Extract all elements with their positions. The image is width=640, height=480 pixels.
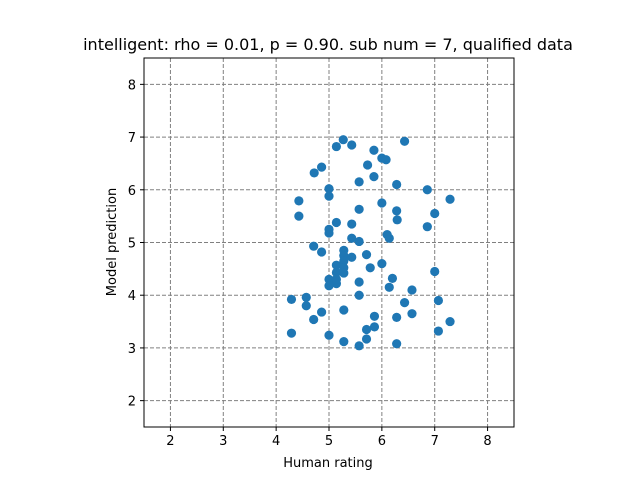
data-point xyxy=(347,233,357,243)
data-point xyxy=(433,326,444,336)
y-tick-label: 7 xyxy=(128,131,136,146)
data-point xyxy=(309,168,319,178)
x-axis-label: Human rating xyxy=(283,456,373,471)
data-point xyxy=(362,160,373,170)
data-point xyxy=(339,256,349,266)
chart-title: intelligent: rho = 0.01, p = 0.90. sub n… xyxy=(83,35,573,54)
x-tick-label: 8 xyxy=(483,434,491,449)
data-point xyxy=(324,228,334,238)
data-point xyxy=(317,307,327,317)
y-tick-label: 8 xyxy=(128,78,136,93)
data-point xyxy=(445,194,455,204)
data-point xyxy=(445,316,455,327)
y-tick-label: 5 xyxy=(128,237,136,252)
data-point xyxy=(354,277,364,287)
x-tick-label: 7 xyxy=(431,434,439,449)
data-point xyxy=(286,294,297,305)
x-tick-label: 2 xyxy=(166,434,174,449)
data-point xyxy=(339,305,349,315)
x-tick-label: 4 xyxy=(272,434,280,449)
data-point xyxy=(301,301,311,311)
x-tick-label: 6 xyxy=(378,434,386,449)
y-axis-label: Model prediction xyxy=(105,188,120,296)
data-points xyxy=(286,135,455,351)
x-axis-ticks: 2 3 4 5 6 7 8 xyxy=(166,427,492,449)
data-point xyxy=(354,341,364,351)
y-axis-ticks: 2 3 4 5 6 7 8 xyxy=(128,78,144,410)
data-point xyxy=(354,290,364,300)
data-point xyxy=(392,339,402,349)
data-point xyxy=(392,215,402,225)
data-point xyxy=(369,322,380,332)
data-point xyxy=(369,145,379,155)
data-point xyxy=(309,241,319,251)
data-point xyxy=(433,295,444,306)
data-point xyxy=(422,222,432,232)
y-tick-label: 6 xyxy=(128,184,136,199)
data-point xyxy=(392,179,402,190)
data-point xyxy=(387,273,398,283)
data-point xyxy=(430,266,440,277)
data-point xyxy=(399,297,410,308)
data-point xyxy=(361,250,372,260)
data-point xyxy=(407,285,417,295)
data-point xyxy=(354,236,364,247)
data-point xyxy=(347,140,357,150)
data-point xyxy=(324,184,334,194)
data-point xyxy=(324,281,334,291)
data-point xyxy=(331,217,341,228)
data-point xyxy=(365,263,375,273)
data-point xyxy=(399,136,410,146)
y-tick-label: 2 xyxy=(128,395,136,410)
data-point xyxy=(430,208,440,219)
data-point xyxy=(339,268,349,278)
data-point xyxy=(369,172,379,182)
x-tick-label: 5 xyxy=(325,434,333,449)
grid-lines xyxy=(144,58,514,427)
data-point xyxy=(381,155,391,165)
data-point xyxy=(338,135,348,145)
data-point xyxy=(369,311,380,321)
data-point xyxy=(354,204,364,214)
x-tick-label: 3 xyxy=(219,434,227,449)
data-point xyxy=(347,219,357,229)
y-tick-label: 3 xyxy=(128,342,136,357)
data-point xyxy=(324,274,334,284)
data-point xyxy=(361,334,372,344)
data-point xyxy=(377,198,387,208)
data-point xyxy=(294,211,304,221)
data-point xyxy=(347,252,357,262)
data-point xyxy=(324,191,334,201)
data-point xyxy=(331,274,341,284)
data-point xyxy=(361,324,372,335)
data-point xyxy=(331,141,341,152)
y-tick-label: 4 xyxy=(128,289,136,304)
data-point xyxy=(422,185,432,195)
data-point xyxy=(309,314,319,325)
data-point xyxy=(384,282,394,292)
data-point xyxy=(392,206,402,216)
data-point xyxy=(317,247,327,257)
data-point xyxy=(317,162,327,172)
data-point xyxy=(301,292,311,302)
data-point xyxy=(331,267,341,278)
data-point xyxy=(377,258,387,269)
data-point xyxy=(407,309,417,319)
data-point xyxy=(392,312,402,322)
data-point xyxy=(384,233,394,243)
data-point xyxy=(324,330,334,340)
data-point xyxy=(294,196,304,206)
data-point xyxy=(331,260,341,270)
data-point xyxy=(354,177,364,187)
data-point xyxy=(286,328,297,338)
data-point xyxy=(339,337,349,347)
